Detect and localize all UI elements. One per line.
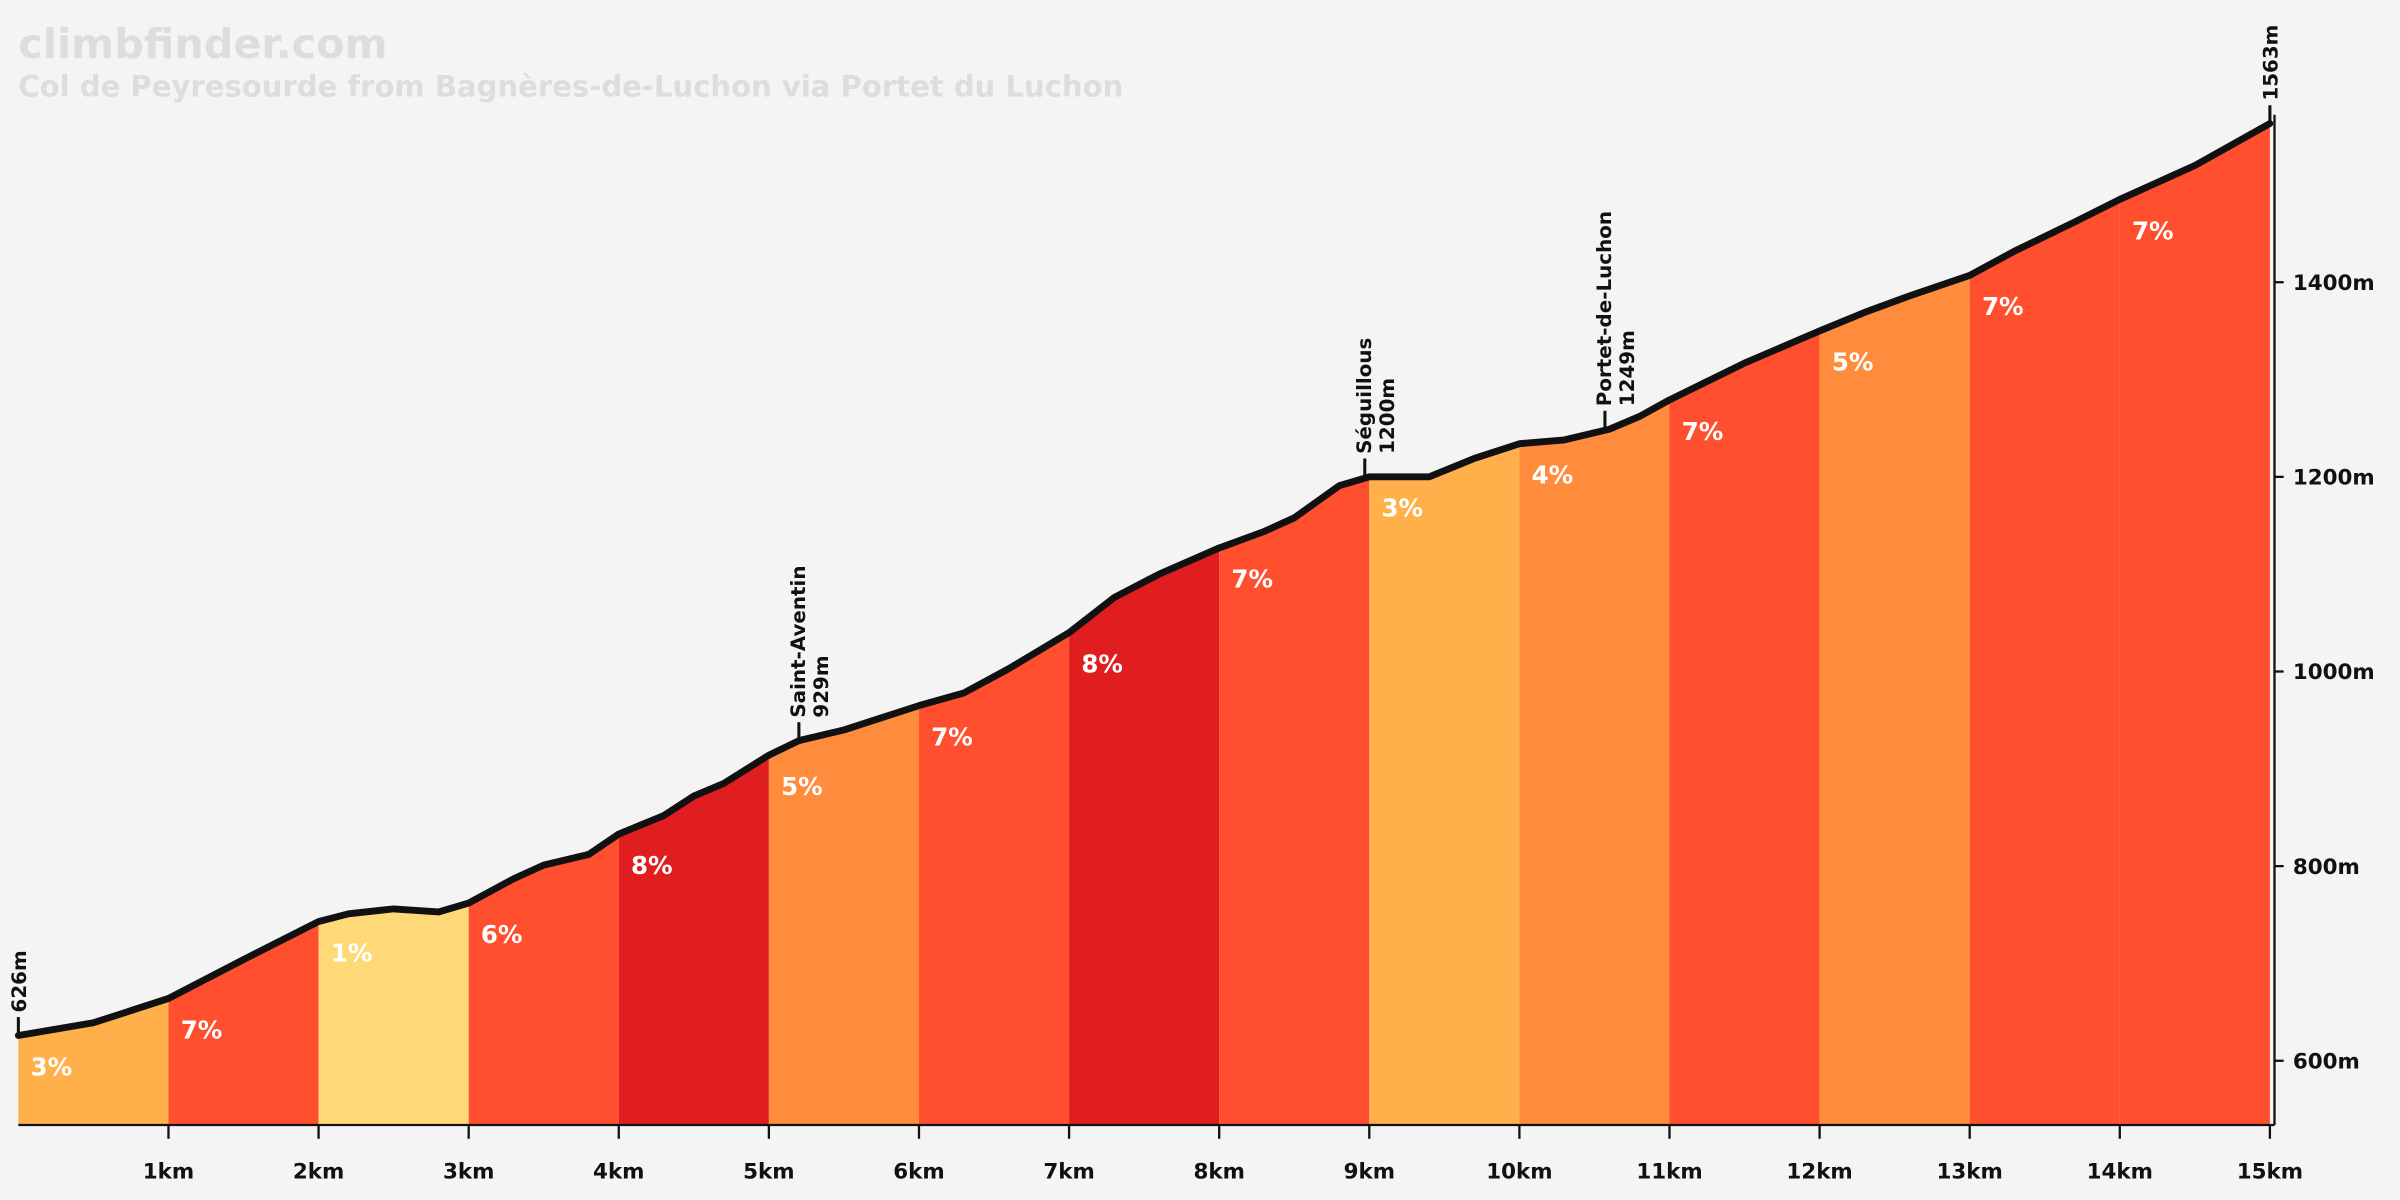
grade-label: 1% — [331, 938, 373, 967]
grade-segment — [1819, 275, 1970, 1125]
x-tick-label: 8km — [1193, 1160, 1244, 1185]
grade-segment — [1519, 399, 1670, 1125]
grade-segment — [168, 921, 319, 1125]
y-tick-label: 1400m — [2293, 271, 2375, 296]
grade-label: 7% — [931, 722, 973, 751]
y-tick-label: 800m — [2293, 855, 2360, 880]
waypoint-elevation: 1563m — [2260, 25, 2283, 101]
chart-title: climbfinder.com — [18, 20, 387, 68]
grade-segment — [1219, 476, 1370, 1125]
grade-segment — [768, 705, 919, 1125]
x-tick-label: 7km — [1043, 1160, 1094, 1185]
waypoint-name: Séguillous — [1353, 338, 1376, 454]
grade-label: 4% — [1532, 461, 1574, 490]
grade-segment — [918, 632, 1070, 1125]
x-tick-label: 4km — [593, 1160, 644, 1185]
x-tick-label: 14km — [2087, 1160, 2153, 1185]
grade-segment — [318, 903, 469, 1125]
grade-label: 8% — [1081, 649, 1123, 678]
waypoint-elevation: 1249m — [1616, 330, 1639, 406]
y-tick-label: 600m — [2293, 1049, 2360, 1074]
grade-label: 5% — [781, 772, 823, 801]
x-tick-label: 10km — [1486, 1160, 1552, 1185]
grade-segment — [1669, 330, 1820, 1126]
x-tick-label: 5km — [743, 1160, 794, 1185]
grade-label: 6% — [481, 920, 523, 949]
x-tick-label: 15km — [2237, 1160, 2303, 1185]
grade-label: 7% — [181, 1015, 223, 1044]
waypoint-elevation: 929m — [810, 655, 833, 717]
grade-segment — [1069, 547, 1220, 1125]
x-tick-label: 2km — [293, 1160, 344, 1185]
elevation-line — [14, 120, 2274, 1039]
grade-label: 3% — [31, 1052, 73, 1081]
x-tick-label: 12km — [1786, 1160, 1852, 1185]
y-tick-label: 1200m — [2293, 466, 2375, 491]
grade-label: 7% — [1982, 292, 2024, 321]
grade-label: 3% — [1382, 494, 1424, 523]
x-tick-label: 11km — [1636, 1160, 1702, 1185]
plot-area: 3% 7% 1% 6% 8% 5% 7% 8% 7% 3% 4% 7% 5% 7% 7% 626m Saint-… — [8, 25, 2375, 1185]
grade-label: 7% — [1682, 417, 1724, 446]
x-tick-label: 1km — [143, 1160, 194, 1185]
x-tick-label: 9km — [1344, 1160, 1395, 1185]
grade-label: 7% — [1231, 565, 1273, 594]
grade-segment — [618, 755, 769, 1125]
x-tick-label: 3km — [443, 1160, 494, 1185]
waypoint-name: Portet-de-Luchon — [1593, 211, 1616, 406]
grade-label: 5% — [1832, 348, 1874, 377]
grade-label: 8% — [631, 851, 673, 880]
grade-segment — [468, 834, 619, 1125]
grade-segment — [1969, 199, 2120, 1126]
waypoint-name: Saint-Aventin — [787, 565, 810, 717]
grade-segment — [2119, 123, 2270, 1125]
grade-segment — [1369, 443, 1520, 1125]
x-tick-label: 13km — [1937, 1160, 2003, 1185]
grade-label: 7% — [2132, 216, 2174, 245]
y-tick-label: 1000m — [2293, 660, 2375, 685]
waypoint-elevation: 626m — [8, 950, 31, 1012]
waypoint-elevation: 1200m — [1376, 378, 1399, 454]
chart-subtitle: Col de Peyresourde from Bagnères-de-Luch… — [18, 69, 1123, 103]
x-tick-label: 6km — [893, 1160, 944, 1185]
